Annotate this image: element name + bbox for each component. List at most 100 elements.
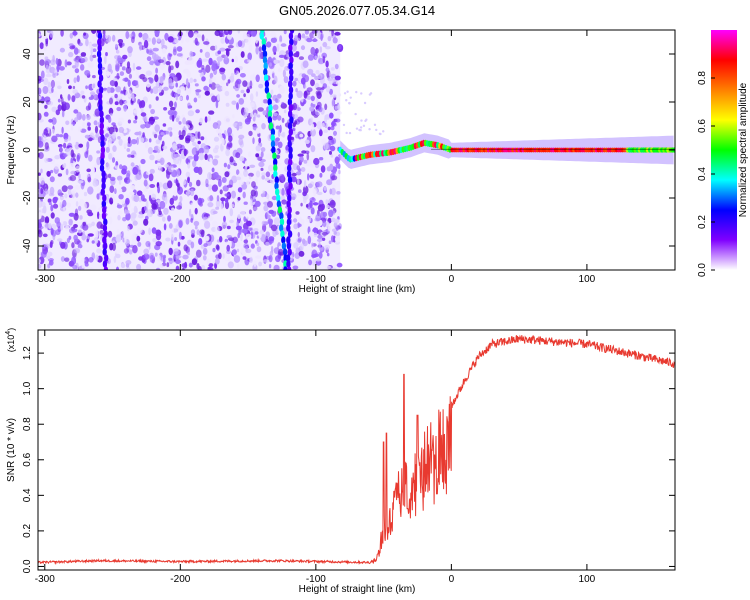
colorbar-tick-label: 0.8 <box>697 71 708 85</box>
streak-mark <box>288 86 294 94</box>
streak-mark <box>100 152 105 160</box>
streak-mark <box>288 128 293 136</box>
streak-mark <box>287 212 292 220</box>
x-tick-label: 100 <box>579 274 596 285</box>
streak-mark <box>270 140 276 148</box>
streak-mark <box>103 242 108 250</box>
streak-mark <box>281 242 287 250</box>
streak-mark <box>97 56 103 64</box>
streak-mark <box>102 260 108 268</box>
y-tick-label: 40 <box>22 48 33 60</box>
streak-mark <box>263 74 269 82</box>
streak-mark <box>262 50 268 58</box>
streak-mark <box>101 182 106 190</box>
streak-mark <box>273 170 278 178</box>
streak-mark <box>279 224 284 232</box>
streak-mark <box>288 146 293 154</box>
streak-mark <box>288 152 293 160</box>
snr-multiplier-exponent: 4 <box>5 331 12 335</box>
streak-mark <box>270 134 275 142</box>
x-tick-label: -200 <box>170 274 190 285</box>
streak-mark <box>99 116 105 124</box>
colorbar: 0.0 0.2 0.4 0.6 0.8 Normalized spectral ampl… <box>697 30 749 277</box>
streak-mark <box>277 206 283 214</box>
streak-mark <box>267 110 273 118</box>
x-tick-label: 0 <box>449 274 455 285</box>
y-tick-label: -20 <box>22 190 33 205</box>
streak-mark <box>264 86 270 94</box>
spectrogram-x-label: Height of straight line (km) <box>299 284 416 295</box>
streak-mark <box>289 116 294 124</box>
colorbar-tick-label: 0.4 <box>697 167 708 181</box>
streak-mark <box>287 122 293 130</box>
spectrogram-x-ticks: -300 -200 -100 0 100 <box>35 30 596 285</box>
streak-mark <box>102 224 108 232</box>
y-tick-label: 0.8 <box>22 417 33 431</box>
streak-mark <box>287 140 292 148</box>
streak-mark <box>288 110 293 118</box>
x-tick-label: 100 <box>579 574 596 585</box>
snr-x-ticks: -300 -200 -100 0 100 <box>35 330 596 585</box>
snr-multiplier: (x104) <box>5 328 16 352</box>
streak-mark <box>101 176 106 184</box>
y-tick-label: 1.2 <box>22 346 33 360</box>
streak-mark <box>101 170 106 178</box>
streak-mark <box>274 182 279 190</box>
streak-mark <box>102 248 107 256</box>
streak-mark <box>99 122 105 130</box>
streak-mark <box>102 236 107 244</box>
streak-mark <box>262 56 268 64</box>
streak-mark <box>103 266 109 270</box>
streak-mark <box>263 68 268 76</box>
streak-mark <box>97 32 103 40</box>
streak-mark <box>289 56 294 64</box>
streak-mark <box>286 170 292 178</box>
streak-mark <box>286 242 292 250</box>
streak-mark <box>104 254 109 262</box>
streak-mark <box>268 122 274 130</box>
streak-mark <box>267 116 273 124</box>
streak-mark <box>261 38 266 46</box>
x-tick-label: -300 <box>35 574 55 585</box>
y-tick-label: 20 <box>22 96 33 108</box>
streak-mark <box>96 50 102 58</box>
streak-mark <box>98 98 103 106</box>
colorbar-tick-label: 0.6 <box>697 119 708 133</box>
streak-mark <box>289 38 294 46</box>
streak-mark <box>103 218 108 226</box>
streak-mark <box>279 212 284 220</box>
streak-mark <box>288 50 293 58</box>
streak-mark <box>100 140 105 148</box>
streak-mark <box>268 104 273 112</box>
snr-y-label: SNR (10 * v/v) <box>6 418 17 482</box>
y-tick-label: 0 <box>22 147 33 153</box>
streak-mark <box>276 200 282 208</box>
streak-mark <box>267 98 272 106</box>
y-tick-label: 0.2 <box>22 524 33 538</box>
streak-mark <box>274 176 279 184</box>
y-tick-label: 0.0 <box>22 559 33 573</box>
streak-mark <box>283 266 288 270</box>
x-tick-label: 0 <box>449 574 455 585</box>
streak-mark <box>98 104 103 112</box>
streak-mark <box>287 98 293 106</box>
streak-mark <box>288 92 293 100</box>
streak-mark <box>99 86 104 94</box>
y-tick-label: 0.6 <box>22 452 33 466</box>
streak-mark <box>100 146 106 154</box>
streak-mark <box>288 80 293 88</box>
streak-mark <box>286 260 291 268</box>
streak-mark <box>272 152 277 160</box>
colorbar-ticks: 0.0 0.2 0.4 0.6 0.8 <box>697 71 715 277</box>
streak-mark <box>270 128 276 136</box>
streak-mark <box>287 248 292 256</box>
streak-mark <box>288 32 294 40</box>
x-tick-label: -100 <box>306 274 326 285</box>
streak-mark <box>289 74 294 82</box>
x-tick-label: -100 <box>306 574 326 585</box>
x-tick-label: -200 <box>170 574 190 585</box>
streak-mark <box>99 128 104 136</box>
colorbar-label: Normalized spectral amplitude <box>738 82 749 217</box>
streak-mark <box>271 146 276 154</box>
